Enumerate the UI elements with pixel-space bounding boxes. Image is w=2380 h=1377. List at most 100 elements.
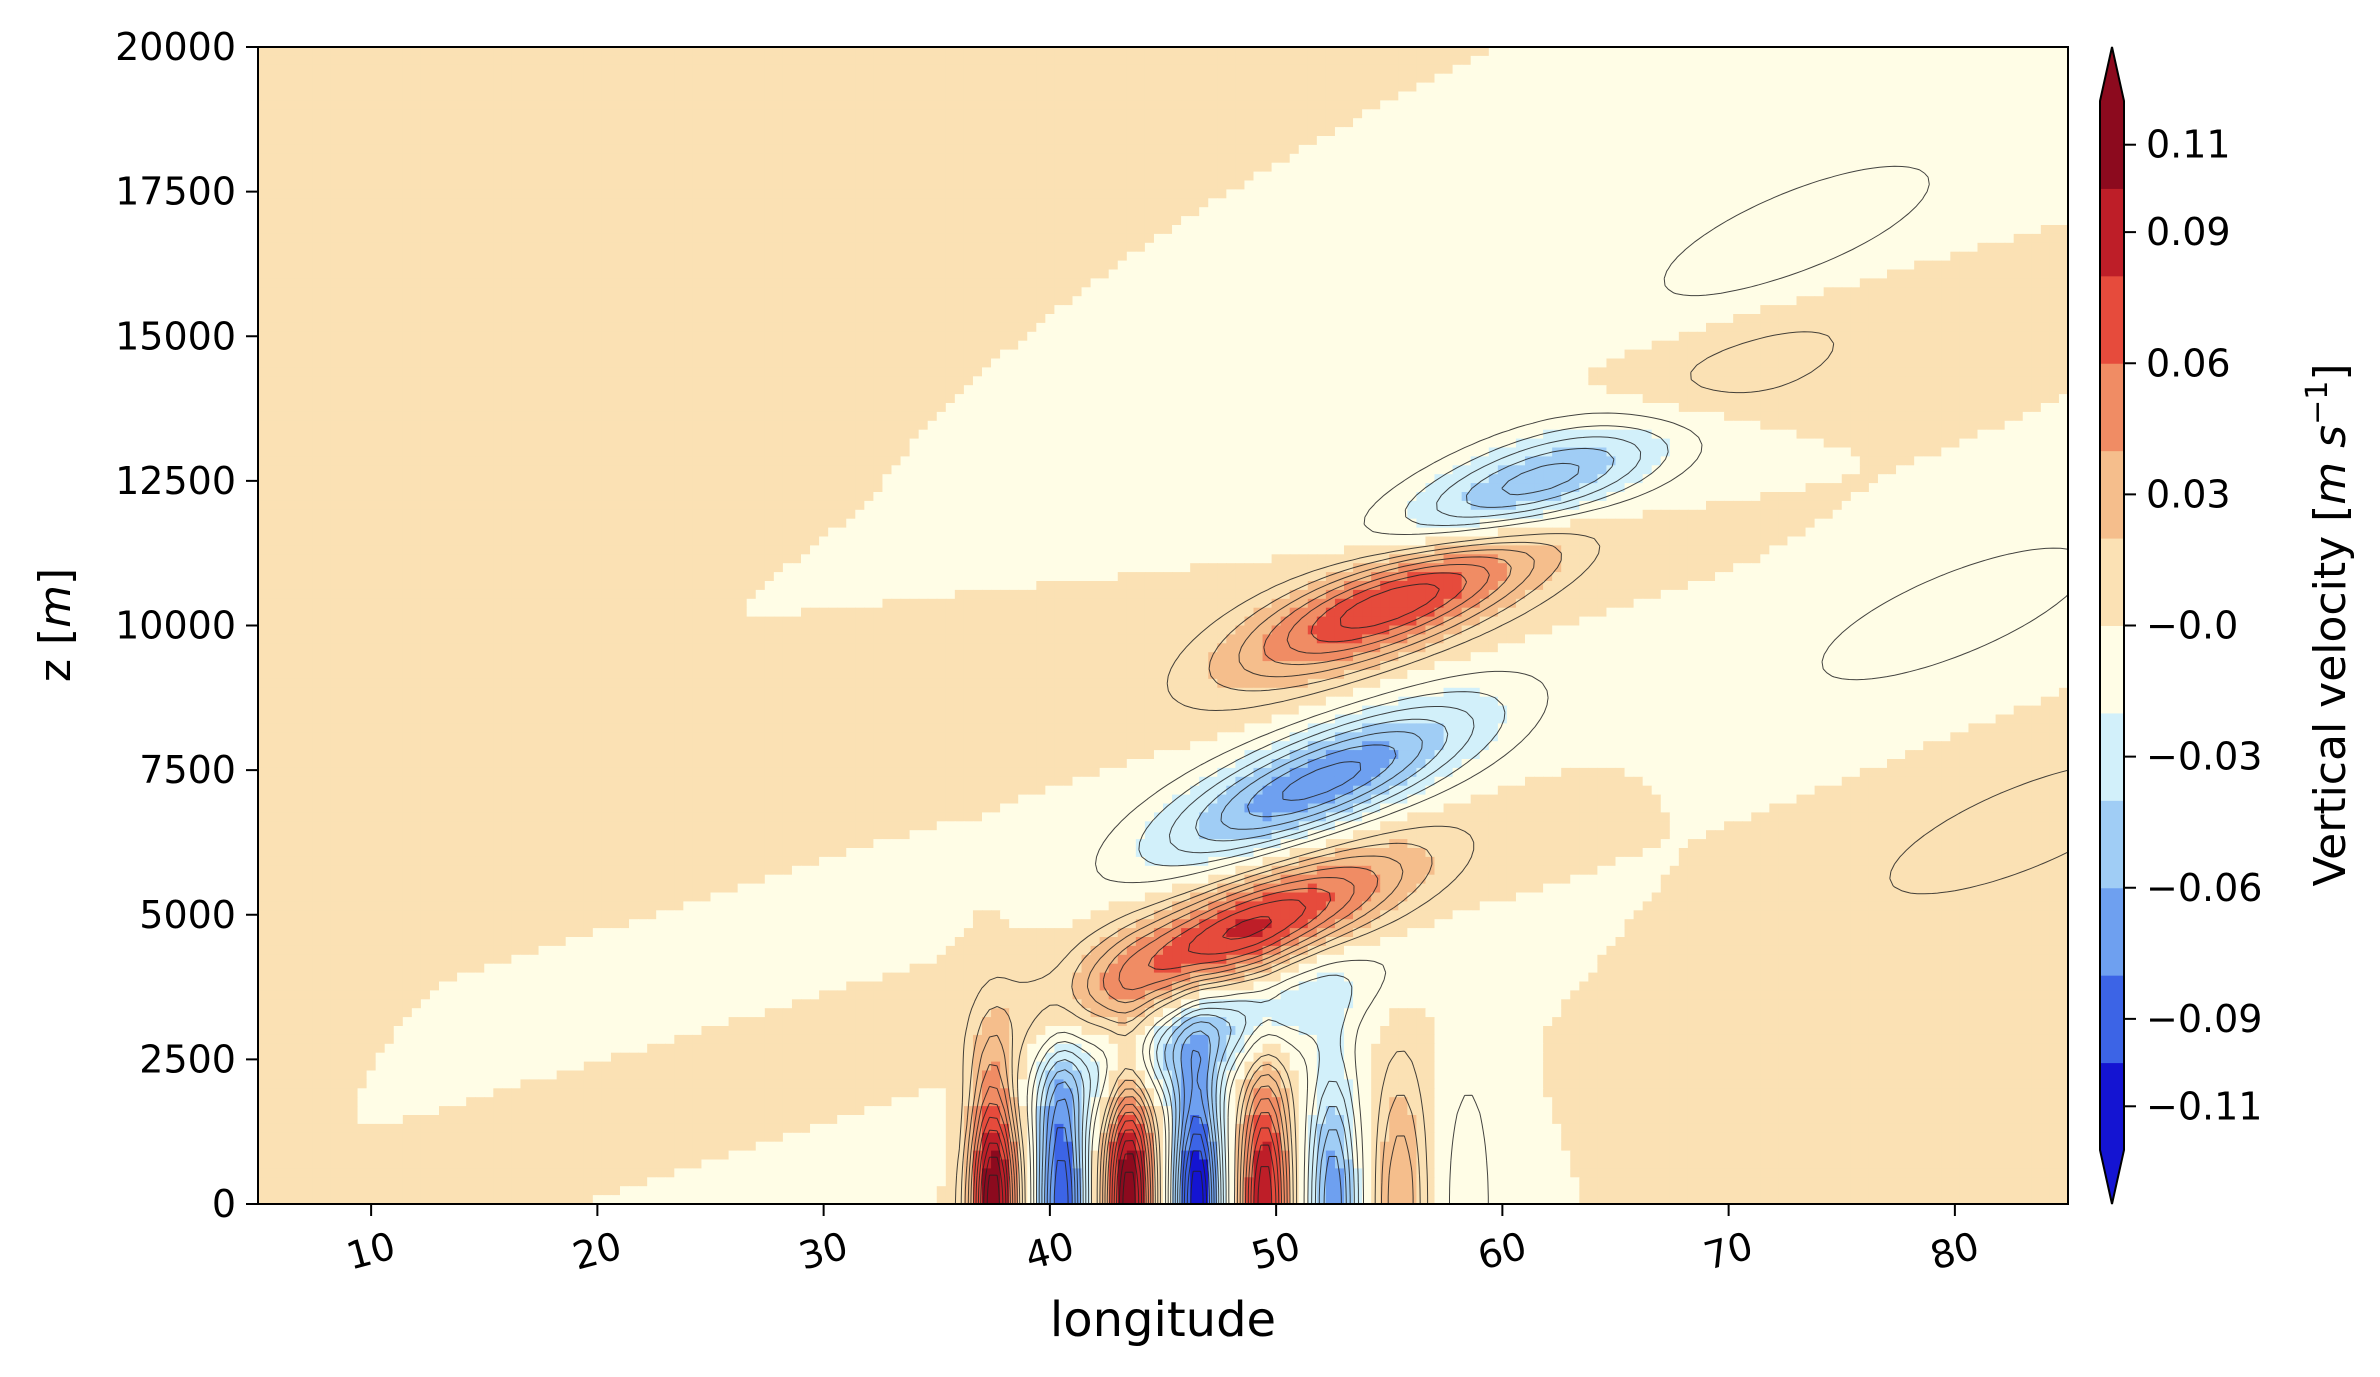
contour-cell bbox=[1027, 216, 1037, 226]
contour-cell bbox=[321, 198, 331, 208]
contour-cell bbox=[511, 207, 522, 217]
contour-cell bbox=[891, 225, 902, 235]
contour-cell bbox=[1090, 216, 1101, 226]
contour-cell bbox=[846, 82, 856, 93]
contour-cell bbox=[1932, 109, 1942, 119]
contour-cell bbox=[1859, 109, 1870, 119]
contour-cell bbox=[484, 127, 494, 137]
contour-cell bbox=[610, 144, 621, 155]
contour-cell bbox=[1923, 260, 1933, 271]
contour-cell bbox=[303, 162, 313, 173]
contour-cell bbox=[592, 242, 603, 253]
contour-cell bbox=[746, 198, 757, 208]
contour-cell bbox=[1624, 64, 1635, 75]
contour-cell bbox=[1706, 109, 1716, 119]
contour-cell bbox=[945, 136, 956, 146]
contour-cell bbox=[1561, 189, 1571, 199]
contour-cell bbox=[402, 136, 413, 146]
contour-cell bbox=[1226, 198, 1236, 208]
contour-cell bbox=[1488, 136, 1499, 146]
contour-cell bbox=[629, 251, 639, 262]
contour-cell bbox=[647, 47, 657, 57]
contour-cell bbox=[846, 47, 856, 57]
contour-cell bbox=[1262, 153, 1273, 164]
contour-cell bbox=[1850, 47, 1861, 57]
contour-cell bbox=[1000, 251, 1010, 262]
contour-cell bbox=[529, 118, 540, 128]
contour-cell bbox=[2058, 198, 2068, 208]
contour-cell bbox=[1515, 242, 1526, 253]
contour-cell bbox=[538, 242, 549, 253]
contour-cell bbox=[2013, 144, 2024, 155]
contour-cell bbox=[982, 189, 992, 199]
contour-cell bbox=[972, 82, 983, 93]
contour-cell bbox=[1805, 55, 1816, 66]
contour-cell bbox=[701, 189, 712, 199]
contour-cell bbox=[1334, 225, 1345, 235]
contour-cell bbox=[1606, 55, 1617, 66]
contour-cell bbox=[267, 180, 277, 190]
contour-cell bbox=[457, 260, 467, 271]
contour-cell bbox=[1814, 47, 1825, 57]
contour-cell bbox=[2058, 171, 2068, 182]
contour-cell bbox=[448, 189, 458, 199]
contour-cell bbox=[764, 171, 775, 182]
contour-cell bbox=[638, 47, 648, 57]
contour-cell bbox=[1769, 225, 1779, 235]
contour-cell bbox=[1081, 109, 1092, 119]
contour-cell bbox=[692, 91, 703, 101]
contour-cell bbox=[1724, 82, 1734, 93]
contour-cell bbox=[1651, 100, 1662, 110]
contour-cell bbox=[466, 216, 476, 226]
contour-cell bbox=[529, 171, 540, 182]
contour-cell bbox=[1624, 251, 1635, 262]
contour-cell bbox=[1624, 82, 1635, 93]
contour-cell bbox=[1660, 180, 1671, 190]
contour-cell bbox=[1018, 233, 1028, 244]
contour-cell bbox=[837, 127, 847, 137]
contour-cell bbox=[2031, 207, 2042, 217]
contour-cell bbox=[982, 144, 992, 155]
contour-cell bbox=[1642, 233, 1653, 244]
contour-cell bbox=[1570, 162, 1580, 173]
contour-cell bbox=[511, 251, 522, 262]
contour-cell bbox=[420, 260, 431, 271]
contour-cell bbox=[1126, 216, 1137, 226]
contour-cell bbox=[1407, 260, 1417, 271]
contour-cell bbox=[954, 198, 965, 208]
contour-cell bbox=[1877, 233, 1888, 244]
contour-cell bbox=[882, 91, 893, 101]
contour-cell bbox=[1144, 189, 1155, 199]
contour-cell bbox=[828, 198, 838, 208]
contour-cell bbox=[1081, 47, 1092, 57]
contour-cell bbox=[429, 73, 440, 84]
contour-cell bbox=[1000, 242, 1010, 253]
contour-cell bbox=[484, 91, 494, 101]
contour-cell bbox=[502, 153, 512, 164]
contour-cell bbox=[2040, 100, 2051, 110]
contour-cell bbox=[538, 216, 549, 226]
contour-cell bbox=[1968, 216, 1979, 226]
contour-cell bbox=[1787, 189, 1798, 199]
contour-cell bbox=[1488, 189, 1499, 199]
contour-cell bbox=[574, 153, 585, 164]
contour-cell bbox=[1923, 242, 1933, 253]
contour-cell bbox=[1135, 242, 1146, 253]
contour-cell bbox=[276, 64, 286, 75]
contour-cell bbox=[321, 82, 331, 93]
contour-cell bbox=[1823, 162, 1834, 173]
contour-cell bbox=[1724, 91, 1734, 101]
contour-cell bbox=[982, 109, 992, 119]
contour-cell bbox=[1506, 47, 1517, 57]
contour-cell bbox=[1479, 225, 1490, 235]
contour-cell bbox=[1389, 136, 1399, 146]
contour-cell bbox=[1045, 144, 1055, 155]
contour-cell bbox=[891, 198, 902, 208]
contour-cell bbox=[1950, 47, 1960, 57]
contour-cell bbox=[647, 171, 657, 182]
contour-cell bbox=[1832, 82, 1843, 93]
contour-cell bbox=[1615, 207, 1626, 217]
contour-cell bbox=[294, 251, 304, 262]
contour-cell bbox=[1226, 189, 1236, 199]
contour-cell bbox=[1199, 73, 1209, 84]
